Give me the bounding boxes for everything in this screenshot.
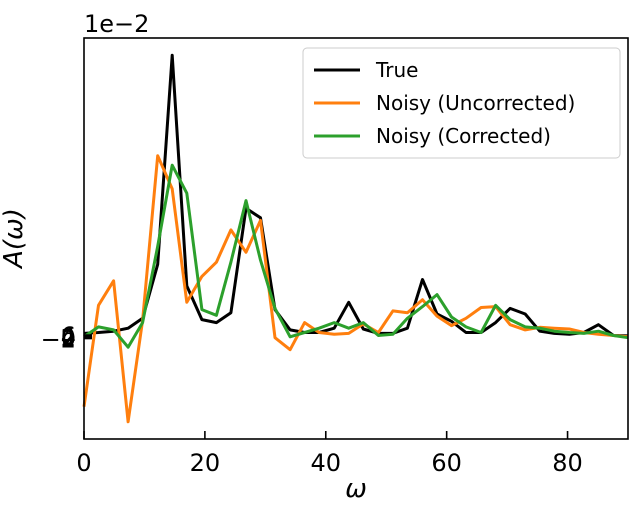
y-tick-label: 6: [61, 322, 76, 350]
y-tick-label: 4: [61, 323, 76, 351]
x-tick-label: 80: [552, 449, 583, 477]
y-tick-label: 0: [61, 325, 76, 353]
legend-label-noisy-corrected: Noisy (Corrected): [376, 124, 551, 148]
legend-label-true: True: [375, 58, 418, 82]
x-axis-label: ω: [345, 474, 367, 504]
y-tick-label: 2: [61, 324, 76, 352]
legend-box: [302, 47, 621, 159]
plot-frame: [83, 37, 629, 440]
x-tick-label: 60: [431, 449, 462, 477]
scale-label: 1e−2: [84, 10, 149, 38]
legend-label-noisy-uncorrected: Noisy (Uncorrected): [376, 91, 575, 115]
series-lines: [82, 53, 629, 424]
y-tick-label: −2: [41, 326, 76, 354]
x-tick-label: 40: [311, 449, 342, 477]
x-axis-ticks: 0 20 40 60 80: [76, 431, 583, 477]
legend: True Noisy (Uncorrected) Noisy (Correcte…: [302, 47, 621, 159]
y-axis-label: A(ω): [0, 208, 29, 270]
x-tick-label: 0: [76, 449, 91, 477]
series-line-noisy-corrected: [83, 163, 629, 349]
x-tick-label: 20: [190, 449, 221, 477]
